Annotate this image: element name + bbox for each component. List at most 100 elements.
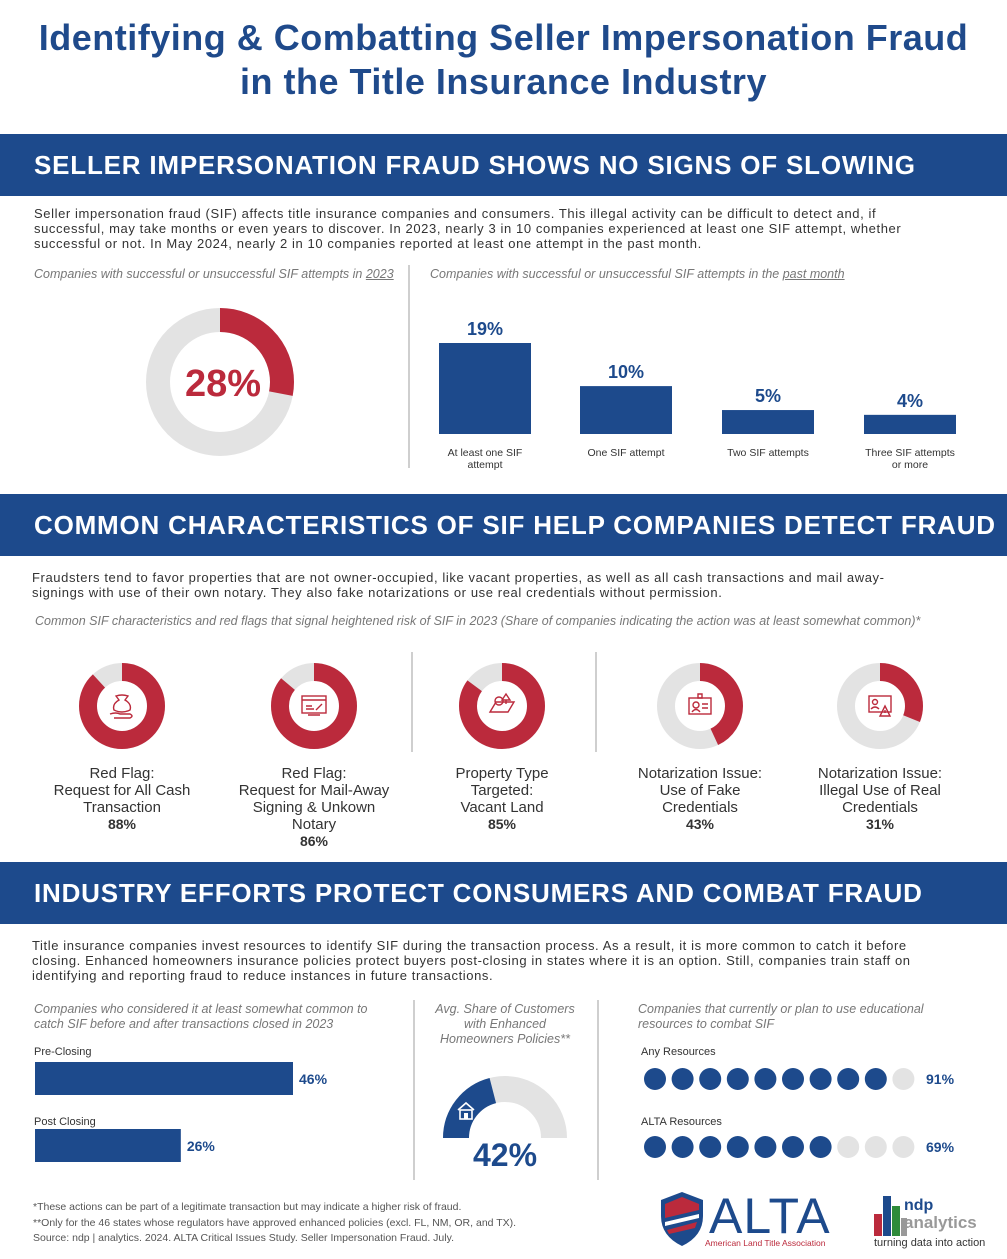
red-flag-label-line: Illegal Use of Real: [819, 782, 941, 799]
red-flag-label-line: Request for All Cash: [53, 782, 191, 799]
red-flag-donut: [271, 663, 357, 749]
section3-para-line: closing. Enhanced homeowners insurance p…: [32, 953, 911, 968]
red-flag-label-line: Vacant Land: [460, 799, 544, 816]
red-flag-label-line: Notarization Issue:: [817, 765, 943, 782]
pictograph-dot: [671, 1068, 694, 1090]
section1-para-line: successful, may take months or even year…: [34, 221, 902, 236]
red-flag-label-line: Property Type: [455, 765, 549, 782]
pictograph-dot: [699, 1068, 722, 1090]
pictograph-dot: [809, 1136, 832, 1158]
bar: [580, 386, 672, 434]
dot-row-value-label: 91%: [926, 1071, 955, 1087]
eagle-shield-icon: [661, 1192, 703, 1246]
pictograph-dot: [782, 1136, 804, 1158]
resources-caption-line: Companies that currently or plan to use …: [638, 1002, 924, 1016]
land-parcel-icon: [488, 692, 516, 713]
analytics-logo-text: analytics: [904, 1213, 977, 1232]
divider: [408, 265, 410, 468]
bars-caption: Companies with successful or unsuccessfu…: [430, 267, 990, 282]
pictograph-dot: [726, 1068, 749, 1090]
donut-value-arc: [146, 308, 294, 456]
donut-value-arc: [657, 663, 743, 749]
section1-para-line: successful or not. In May 2024, nearly 2…: [34, 236, 702, 251]
section3-heading: INDUSTRY EFFORTS PROTECT CONSUMERS AND C…: [0, 862, 1007, 924]
red-flag-label-line: Notarization Issue:: [637, 765, 763, 782]
section1-heading: SELLER IMPERSONATION FRAUD SHOWS NO SIGN…: [0, 134, 1007, 242]
dot-row-label: Any Resources: [641, 1046, 716, 1058]
pictograph-dot: [809, 1068, 832, 1090]
red-flag-label: Property Type Targeted: Vacant Land 85%: [417, 765, 587, 833]
bar-category-label: Three SIF attempts: [865, 447, 955, 459]
pictograph-dot: [754, 1068, 777, 1090]
pictograph-dot: [754, 1136, 777, 1158]
section3-para-line: identifying and reporting fraud to reduc…: [32, 968, 494, 983]
ndp-logo-text: ndp: [904, 1197, 934, 1214]
ndp-logo-tagline: turning data into action: [874, 1237, 986, 1249]
bar-category-label: At least one SIF: [448, 447, 523, 459]
pictograph-dot: [864, 1068, 887, 1090]
alta-logo: ALTA American Land Title Association: [655, 1188, 845, 1250]
sif-2023-donut-chart: 28%: [146, 308, 294, 456]
section2-heading: COMMON CHARACTERISTICS OF SIF HELP COMPA…: [0, 494, 1007, 556]
donut-caption: Companies with successful or unsuccessfu…: [34, 267, 404, 282]
red-flag-label: Red Flag: Request for Mail-Away Signing & …: [229, 765, 399, 850]
red-flag-label-line: Red Flag:: [89, 765, 155, 782]
donut-value-arc: [79, 663, 165, 749]
donut-caption-text: Companies with successful or unsuccessfu…: [34, 267, 366, 281]
red-flag-label-line: Red Flag:: [281, 765, 347, 782]
house-shield-icon: [457, 1101, 475, 1120]
hbar-category-label: Pre-Closing: [34, 1046, 91, 1058]
red-flag-label-line: Signing & Unkown Notary: [252, 799, 376, 833]
red-flag-label-line: Use of Fake: [659, 782, 741, 799]
resources-caption: Companies that currently or plan to use …: [638, 1002, 978, 1032]
resources-caption-line: resources to combat SIF: [638, 1017, 775, 1031]
policy-caption: Avg. Share of Customers with Enhanced Ho…: [420, 1002, 590, 1047]
red-flag-label-line: Request for Mail-Away: [238, 782, 390, 799]
dot-row-value-label: 69%: [926, 1139, 955, 1155]
page-title: Identifying & Combatting Seller Imperson…: [0, 16, 1007, 104]
red-flag-label: Notarization Issue: Illegal Use of Real Cr…: [795, 765, 965, 833]
policy-caption-line: with Enhanced: [463, 1017, 546, 1031]
title-line-2: in the Title Insurance Industry: [240, 61, 767, 102]
closing-bar-chart: Pre-Closing 46% Post Closing 26%: [34, 1046, 328, 1162]
red-flag-label: Red Flag: Request for All Cash Transaction…: [37, 765, 207, 833]
footnote: **Only for the 46 states whose regulator…: [33, 1216, 517, 1229]
hbar-value-label: 46%: [299, 1071, 328, 1087]
pictograph-dot: [644, 1136, 666, 1158]
section3-para-line: Title insurance companies invest resourc…: [32, 938, 907, 953]
bar-chart-logo-icon: [874, 1196, 907, 1236]
pictograph-dot: [726, 1136, 749, 1158]
pictograph-dot: [892, 1068, 915, 1090]
bar-value-label: 10%: [608, 362, 644, 382]
catch-caption-line: catch SIF before and after transactions …: [34, 1017, 334, 1031]
footnote: *These actions can be part of a legitima…: [33, 1201, 462, 1213]
pictograph-dot: [837, 1136, 860, 1158]
alta-logo-name: ALTA: [709, 1188, 831, 1244]
section2-para-line: Fraudsters tend to favor properties that…: [32, 570, 885, 585]
red-flag-donut: [79, 663, 165, 749]
red-flag-value-label: 85%: [487, 816, 517, 832]
section3-paragraph: Title insurance companies invest resourc…: [32, 938, 972, 983]
footnotes: *These actions can be part of a legitima…: [33, 1200, 593, 1247]
enhanced-policy-gauge: 42%: [443, 1076, 567, 1173]
red-flag-label-line: Credentials: [842, 799, 918, 816]
footnote: Source: ndp | analytics. 2024. ALTA Crit…: [33, 1232, 454, 1244]
pictograph-dot: [892, 1136, 915, 1158]
section1-para-line: Seller impersonation fraud (SIF) affects…: [34, 206, 877, 221]
bar: [864, 414, 956, 434]
bars-caption-period: past month: [782, 267, 845, 281]
section2-para-line: signings with use of their own notary. T…: [32, 585, 723, 600]
catch-caption-line: Companies who considered it at least som…: [34, 1002, 368, 1016]
gauge-value-label: 42%: [473, 1137, 537, 1173]
pictograph-dot: [837, 1068, 860, 1090]
section2-caption: Common SIF characteristics and red flags…: [35, 614, 921, 628]
bars-caption-text: Companies with successful or unsuccessfu…: [430, 267, 783, 281]
hbar-category-label: Post Closing: [34, 1116, 96, 1128]
bar-value-label: 5%: [755, 386, 781, 406]
red-flag-value-label: 88%: [107, 816, 137, 832]
id-card-warning-icon: [868, 695, 892, 717]
red-flag-donut: [657, 663, 743, 749]
pictograph-dot: [864, 1136, 887, 1158]
red-flag-value-label: 31%: [865, 816, 895, 832]
